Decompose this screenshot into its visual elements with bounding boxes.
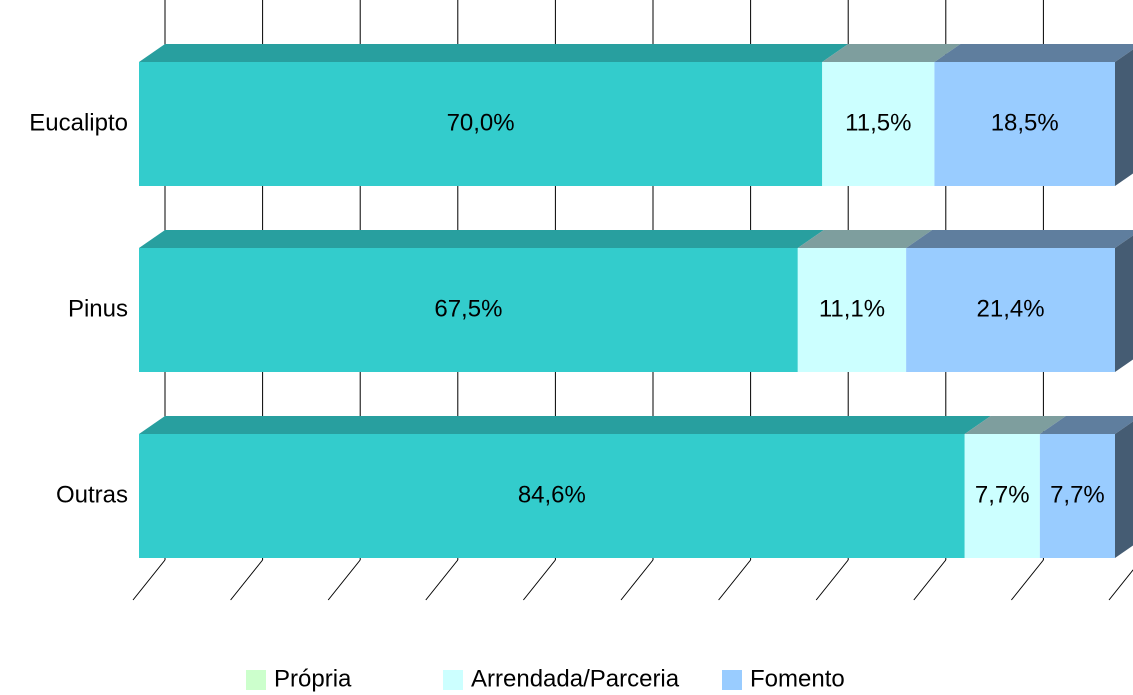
bar-top: [139, 230, 824, 248]
data-label: 21,4%: [977, 295, 1045, 322]
floor-line: [132, 559, 166, 601]
bar-side: [1115, 235, 1133, 372]
data-label: 18,5%: [991, 109, 1059, 136]
bar: [797, 248, 907, 372]
bar: [822, 62, 935, 186]
bar-side: [1115, 421, 1133, 558]
bar-side: [1115, 49, 1133, 186]
data-label: 84,6%: [518, 481, 586, 508]
bar-top: [139, 44, 849, 62]
floor-line: [523, 559, 556, 601]
bar: [964, 434, 1040, 558]
floor-line: [327, 559, 361, 601]
floor-line: [620, 559, 654, 601]
legend-label: Fomento: [750, 665, 845, 692]
legend-label: Arrendada/Parceria: [471, 665, 680, 692]
legend-swatch: [246, 670, 266, 690]
bar-top: [964, 416, 1066, 434]
bar-top: [139, 416, 991, 434]
floor-line: [913, 559, 947, 601]
bar: [934, 62, 1115, 186]
bar: [139, 248, 798, 372]
floor-line: [718, 559, 751, 601]
data-label: 67,5%: [434, 295, 502, 322]
data-label: 7,7%: [975, 481, 1030, 508]
legend-label: Própria: [274, 665, 352, 692]
data-label: 11,1%: [819, 295, 885, 322]
floor-line: [425, 559, 459, 601]
bar-top: [797, 230, 933, 248]
bar: [139, 434, 965, 558]
data-label: 70,0%: [447, 109, 515, 136]
legend-swatch: [443, 670, 463, 690]
bar: [139, 62, 823, 186]
floor-line: [815, 559, 849, 601]
floor-line: [1108, 569, 1133, 601]
bar-top: [1039, 416, 1133, 434]
y-tick-label: Outras: [56, 481, 128, 508]
data-label: 7,7%: [1050, 481, 1105, 508]
floor-line: [230, 559, 263, 601]
bar-top: [906, 230, 1133, 248]
legend-swatch: [722, 670, 742, 690]
bar-top: [822, 44, 961, 62]
bar: [906, 248, 1115, 372]
data-label: 11,5%: [845, 109, 911, 136]
floor-line: [1011, 559, 1044, 601]
y-tick-label: Eucalipto: [29, 109, 128, 136]
bar: [1039, 434, 1115, 558]
bar-top: [934, 44, 1133, 62]
y-tick-label: Pinus: [68, 295, 128, 322]
